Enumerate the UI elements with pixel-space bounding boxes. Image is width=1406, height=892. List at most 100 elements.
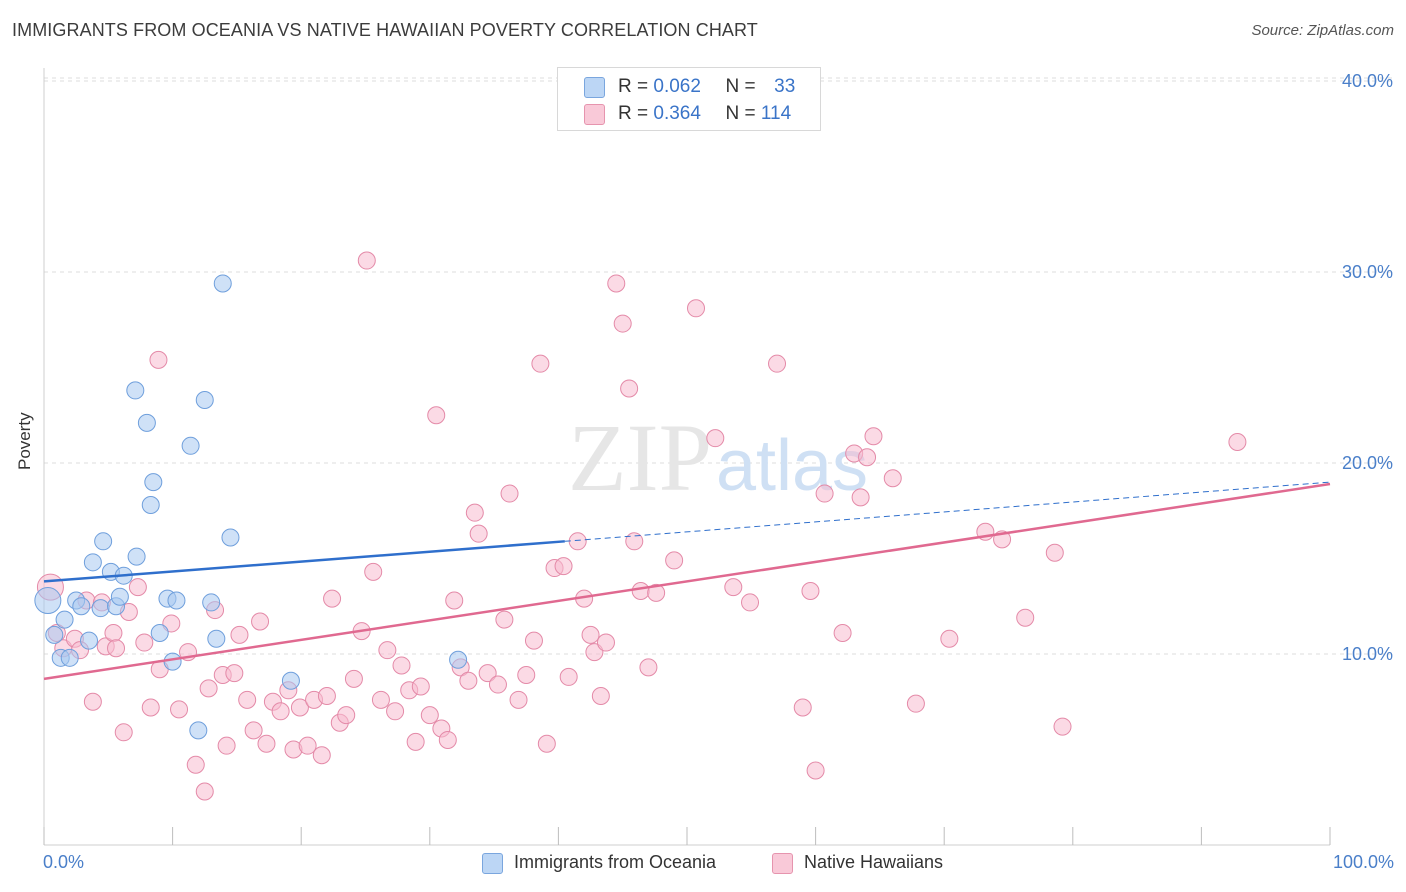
oceania-point-30: [281, 671, 300, 690]
hawaiian-point-9: [104, 623, 123, 642]
oceania-point-6: [72, 597, 91, 616]
hawaiian-point-45: [344, 669, 363, 688]
oceania-point-18: [141, 496, 160, 515]
oceania-point-23: [167, 591, 186, 610]
hawaiian-point-89: [647, 583, 666, 602]
y-tick-label-40: 40.0%: [1342, 71, 1393, 91]
hawaiian-point-62: [459, 671, 478, 690]
gridlines: [44, 77, 1395, 655]
hawaiian-point-91: [687, 299, 706, 318]
hawaiian-point-92: [706, 429, 725, 448]
oceania-point-1: [45, 625, 64, 644]
legend-n-label: N =: [725, 103, 756, 124]
hawaiian-point-56: [420, 706, 439, 725]
hawaiian-point-54: [406, 732, 425, 751]
hawaiian-point-71: [524, 631, 543, 650]
hawaiian-point-40: [312, 746, 331, 765]
hawaiian-point-81: [591, 687, 610, 706]
bottom-legend-label-hawaiians: Native Hawaiians: [804, 852, 944, 872]
hawaiian-point-11: [114, 723, 133, 742]
oceania-point-25: [195, 390, 214, 409]
legend-swatch-hawaiians: [584, 104, 605, 125]
hawaiian-point-26: [217, 736, 236, 755]
hawaiian-point-77: [568, 532, 587, 551]
hawaiian-point-97: [801, 581, 820, 600]
hawaiian-point-68: [500, 484, 519, 503]
oceania-point-9: [91, 599, 110, 618]
hawaiian-point-57: [427, 406, 446, 425]
hawaiian-point-22: [195, 782, 214, 801]
hawaiian-point-60: [445, 591, 464, 610]
legend-r-label: R =: [618, 76, 649, 97]
hawaiian-point-32: [257, 734, 276, 753]
hawaiian-point-84: [613, 314, 632, 333]
hawaiian-point-111: [1053, 717, 1072, 736]
oceania-point-13: [110, 587, 129, 606]
hawaiian-point-87: [631, 581, 650, 600]
hawaiian-point-29: [238, 690, 257, 709]
hawaiian-point-66: [488, 675, 507, 694]
hawaiian-point-109: [1016, 608, 1035, 627]
oceania-point-29: [221, 528, 240, 547]
hawaiian-point-82: [596, 633, 615, 652]
oceania-point-19: [144, 473, 163, 492]
watermark-zip: ZIP: [568, 404, 712, 511]
hawaiian-point-73: [537, 734, 556, 753]
hawaiian-point-31: [251, 612, 270, 631]
oceania-point-16: [126, 381, 145, 400]
hawaiian-point-88: [639, 658, 658, 677]
hawaiian-point-65: [478, 664, 497, 683]
legend-n-value-oceania: 33: [774, 76, 796, 97]
hawaiian-point-96: [793, 698, 812, 717]
legend-n-label: N =: [725, 76, 756, 97]
hawaiian-point-99: [815, 484, 834, 503]
oceania-point-32: [449, 650, 468, 669]
legend-swatch-oceania: [584, 77, 605, 98]
hawaiian-point-75: [554, 557, 573, 576]
x-tick-max: 100.0%: [1332, 852, 1394, 872]
hawaiian-point-85: [620, 379, 639, 398]
x-tick-min: 0.0%: [43, 852, 85, 872]
hawaiian-point-50: [378, 641, 397, 660]
y-tick-label-10: 10.0%: [1342, 644, 1393, 664]
hawaiian-point-83: [607, 274, 626, 293]
hawaiian-point-52: [392, 656, 411, 675]
trend-line-hawaiians: [43, 482, 1331, 681]
hawaiian-point-16: [149, 350, 168, 369]
oceania-point-27: [207, 629, 226, 648]
hawaiian-point-59: [438, 730, 457, 749]
hawaiian-point-14: [135, 633, 154, 652]
hawaiian-point-55: [411, 677, 430, 696]
hawaiian-point-21: [186, 755, 205, 774]
stats-legend: R = 0.062 N = 33 R = 0.364 N = 114: [557, 67, 821, 131]
hawaiian-point-44: [337, 706, 356, 725]
hawaiian-point-70: [517, 666, 536, 685]
hawaiian-point-79: [581, 625, 600, 644]
axes: [43, 68, 1331, 846]
hawaiian-point-95: [768, 354, 787, 373]
hawaiian-point-100: [833, 623, 852, 642]
hawaiian-point-37: [290, 698, 309, 717]
hawaiian-point-63: [465, 503, 484, 522]
hawaiian-point-107: [940, 629, 959, 648]
oceania-point-7: [80, 631, 99, 650]
series-immigrants-from-oceania: [36, 251, 1247, 801]
oceania-point-24: [181, 436, 200, 455]
trend-lines: [43, 481, 1331, 681]
oceania-point-26: [202, 593, 221, 612]
hawaiian-point-93: [724, 578, 743, 597]
hawaiian-point-76: [559, 667, 578, 686]
hawaiian-point-49: [371, 690, 390, 709]
hawaiian-point-30: [244, 721, 263, 740]
hawaiian-point-10: [107, 639, 126, 658]
hawaiian-point-94: [741, 593, 760, 612]
y-tick-label-30: 30.0%: [1342, 262, 1393, 282]
hawaiian-point-27: [225, 664, 244, 683]
trend-line-oceania: [43, 540, 565, 583]
watermark: ZIP atlas: [568, 404, 868, 511]
hawaiian-point-72: [531, 354, 550, 373]
hawaiian-point-90: [665, 551, 684, 570]
oceania-point-22: [163, 652, 182, 671]
oceania-point-28: [213, 274, 232, 293]
